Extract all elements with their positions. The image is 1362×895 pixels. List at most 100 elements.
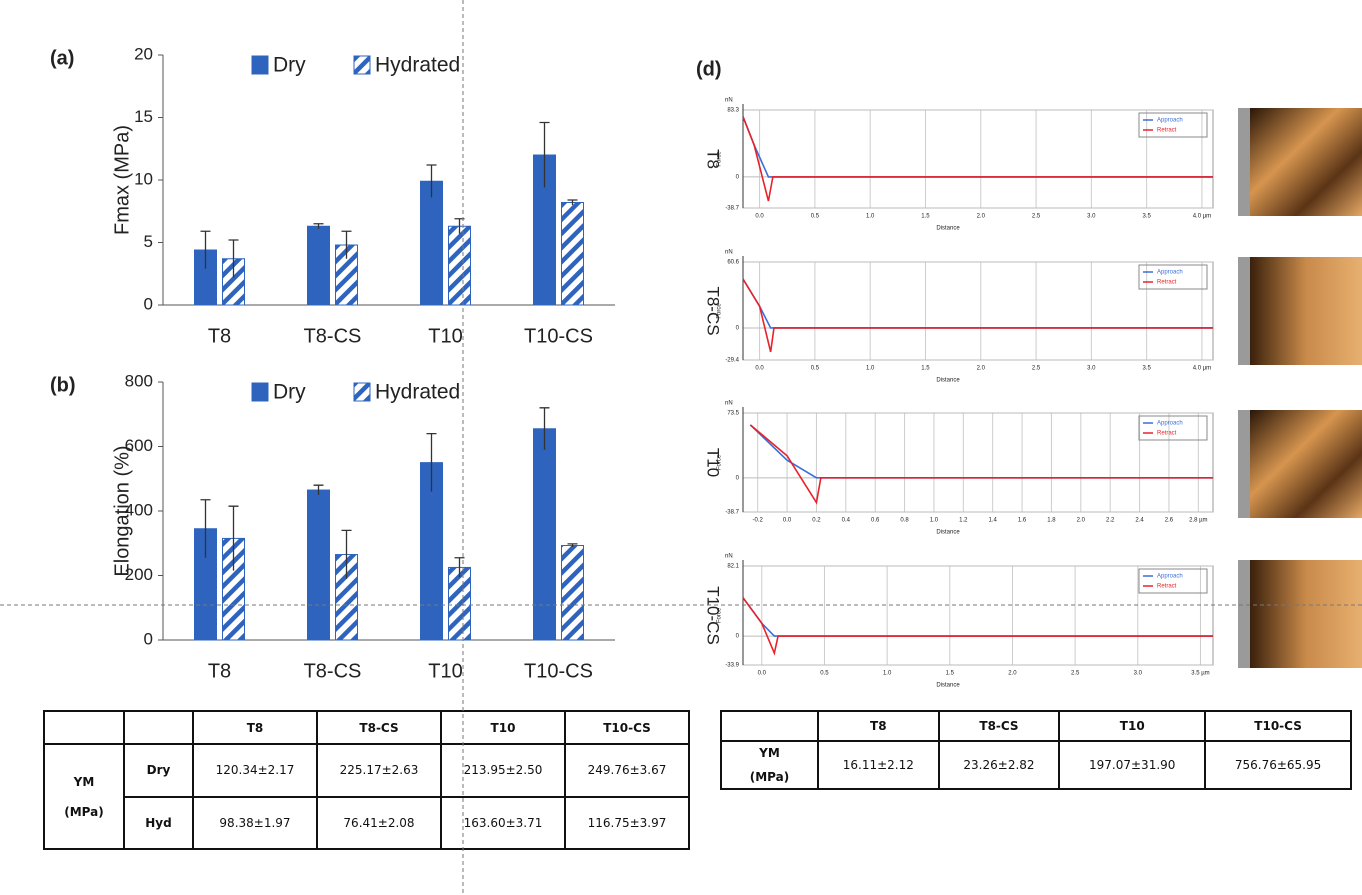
y-axis-label: Fmax (MPa) bbox=[111, 125, 133, 235]
row-label: (MPa) bbox=[64, 804, 104, 819]
row-label: T10 bbox=[704, 448, 723, 477]
error-bar bbox=[567, 543, 578, 548]
plot-area bbox=[742, 109, 1214, 209]
y-tick-label: 73.5 bbox=[727, 411, 739, 417]
y-tick-label: 0 bbox=[736, 475, 740, 481]
y-tick-label: 400 bbox=[125, 500, 153, 519]
legend-label: Retract bbox=[1157, 128, 1177, 134]
error-bar bbox=[313, 223, 324, 229]
x-tick-label: 2.0 bbox=[1008, 671, 1017, 677]
scale-bar bbox=[1238, 108, 1250, 216]
row-label: T8 bbox=[704, 149, 723, 169]
column-header: T8-CS bbox=[937, 710, 1061, 742]
column-header: T10-CS bbox=[1204, 710, 1352, 742]
x-tick-label: 2.5 bbox=[1032, 214, 1041, 220]
column-header: T8-CS bbox=[316, 710, 442, 745]
x-tick-label: 1.0 bbox=[866, 366, 875, 372]
plot-area bbox=[742, 412, 1214, 513]
legend-label: Hydrated bbox=[375, 381, 460, 404]
x-tick-label: 3.0 bbox=[1087, 214, 1096, 220]
scale-bar bbox=[1238, 257, 1250, 365]
y-tick-label: 10 bbox=[134, 169, 153, 188]
x-tick-label: T10-CS bbox=[524, 660, 593, 682]
x-tick-label: 2.2 bbox=[1106, 518, 1115, 524]
legend-label: Dry bbox=[273, 381, 306, 404]
panel-label: (a) bbox=[50, 47, 74, 69]
x-axis-label: Distance bbox=[936, 530, 960, 536]
row-label: Hyd bbox=[123, 795, 194, 850]
cell: 16.11±2.12 bbox=[817, 740, 940, 790]
y-unit: nN bbox=[725, 554, 733, 560]
x-tick-label: 1.5 bbox=[921, 366, 930, 372]
error-bar bbox=[313, 484, 324, 495]
cell: 23.26±2.82 bbox=[937, 740, 1061, 790]
legend-box bbox=[1138, 415, 1208, 441]
error-bar bbox=[228, 239, 239, 278]
bar bbox=[420, 180, 443, 306]
y-tick-label: -33.9 bbox=[725, 663, 739, 669]
x-tick-label: 3.5 µm bbox=[1191, 671, 1209, 677]
row-label: (MPa) bbox=[749, 770, 790, 784]
cell: 249.76±3.67 bbox=[564, 743, 690, 798]
row-label: Dry bbox=[123, 743, 194, 798]
y-tick-label: -38.7 bbox=[725, 206, 739, 212]
legend-swatch bbox=[353, 382, 371, 402]
x-tick-label: T10-CS bbox=[524, 325, 593, 347]
x-tick-label: 1.5 bbox=[946, 671, 955, 677]
x-tick-label: 3.0 bbox=[1087, 366, 1096, 372]
x-tick-label: 2.5 bbox=[1071, 671, 1080, 677]
plot-area bbox=[742, 565, 1214, 666]
column-header: T8 bbox=[192, 710, 318, 745]
legend-label: Retract bbox=[1157, 280, 1177, 286]
x-tick-label: 2.4 bbox=[1135, 518, 1144, 524]
cell: 225.17±2.63 bbox=[316, 743, 442, 798]
y-tick-label: 800 bbox=[125, 371, 153, 390]
column-header: T10 bbox=[440, 710, 566, 745]
legend-label: Approach bbox=[1157, 421, 1183, 427]
error-bar bbox=[341, 230, 352, 259]
x-axis-label: Distance bbox=[936, 226, 960, 232]
x-tick-label: 0.0 bbox=[783, 518, 792, 524]
bar bbox=[561, 545, 584, 641]
cell: 197.07±31.90 bbox=[1058, 740, 1207, 790]
y-tick-label: -29.4 bbox=[725, 358, 739, 364]
legend-label: Hydrated bbox=[375, 54, 460, 77]
y-tick-label: 5 bbox=[144, 232, 153, 251]
error-bar bbox=[426, 164, 437, 198]
cell: 163.60±3.71 bbox=[440, 795, 566, 850]
y-tick-label: 82.1 bbox=[727, 564, 739, 570]
x-tick-label: 1.8 bbox=[1047, 518, 1056, 524]
y-tick-label: 0 bbox=[144, 629, 153, 648]
cell: 116.75±3.97 bbox=[564, 795, 690, 850]
error-bar bbox=[200, 499, 211, 558]
legend-label: Approach bbox=[1157, 270, 1183, 276]
scale-bar bbox=[1238, 410, 1250, 518]
y-axis-label: Force bbox=[717, 607, 723, 623]
y-axis-label: Force bbox=[717, 303, 723, 319]
error-bar bbox=[539, 407, 550, 450]
table-d: T8 T8-CS T10 T10-CS YM (MPa) 16.11±2.12 2… bbox=[720, 710, 1352, 790]
bar bbox=[307, 489, 330, 641]
y-tick-label: 0 bbox=[736, 174, 740, 180]
x-tick-label: 1.2 bbox=[959, 518, 968, 524]
bar bbox=[561, 202, 584, 306]
error-bar bbox=[426, 432, 437, 492]
x-tick-label: 0.0 bbox=[755, 366, 764, 372]
table-c: T8 T8-CS T10 T10-CS YM (MPa) Dry 120.34±2… bbox=[43, 710, 690, 850]
cell: 98.38±1.97 bbox=[192, 795, 318, 850]
y-unit: nN bbox=[725, 401, 733, 407]
x-tick-label: T8 bbox=[208, 325, 231, 347]
x-tick-label: 2.5 bbox=[1032, 366, 1041, 372]
x-tick-label: 2.0 bbox=[1077, 518, 1086, 524]
data-line bbox=[742, 278, 1213, 353]
x-tick-label: 0.8 bbox=[900, 518, 909, 524]
legend-label: Retract bbox=[1157, 431, 1177, 437]
error-bar bbox=[567, 199, 578, 205]
y-axis-label: Force bbox=[717, 151, 723, 167]
afm-image bbox=[1250, 108, 1362, 216]
y-tick-label: 20 bbox=[134, 44, 153, 63]
bar bbox=[307, 225, 330, 306]
error-bar bbox=[539, 121, 550, 188]
x-tick-label: T8-CS bbox=[304, 325, 362, 347]
